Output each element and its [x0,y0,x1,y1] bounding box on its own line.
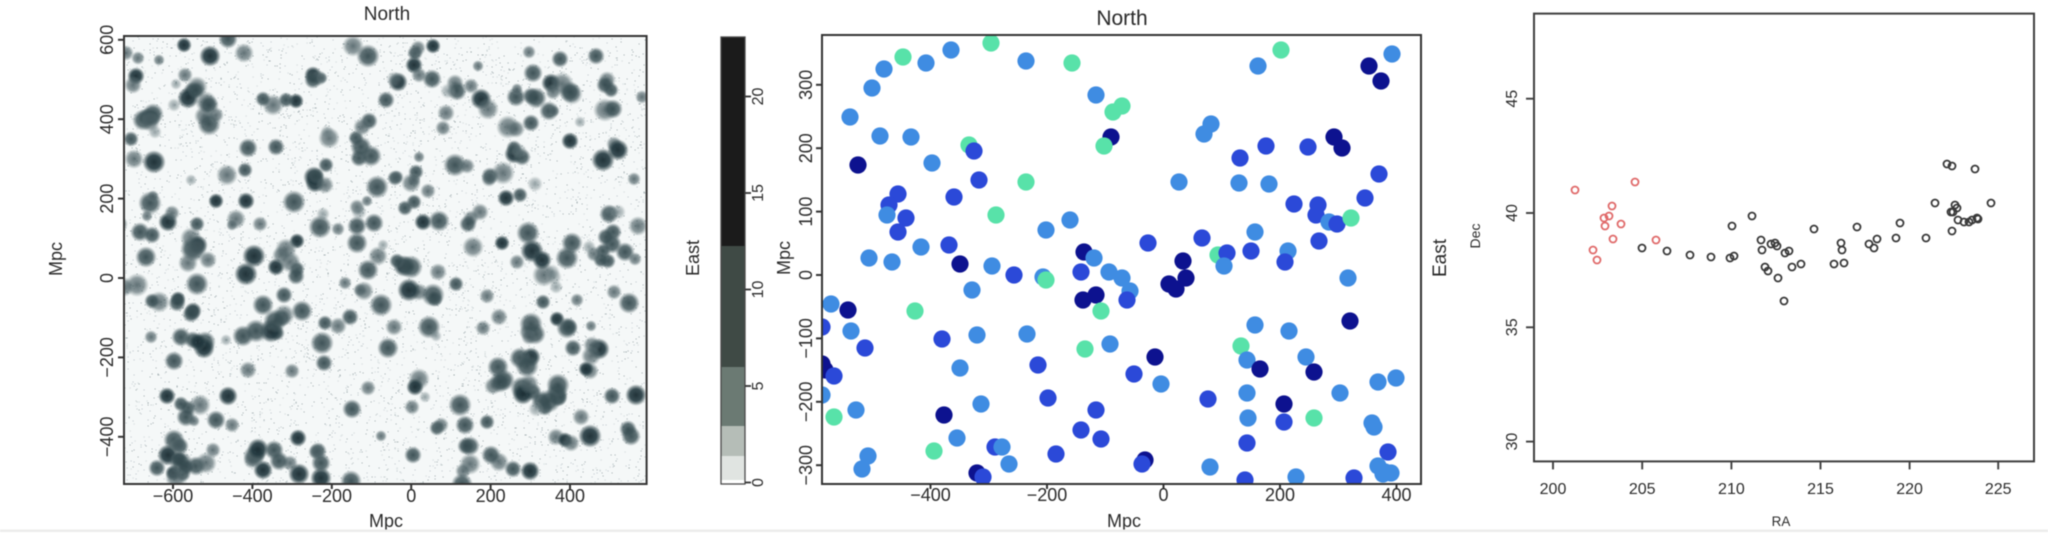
svg-text:400: 400 [97,104,117,134]
svg-text:−400: −400 [97,417,117,458]
svg-text:200: 200 [97,184,117,214]
svg-text:Mpc: Mpc [1107,511,1141,531]
svg-text:0: 0 [796,270,816,280]
svg-text:210: 210 [1718,481,1745,498]
svg-text:40: 40 [1504,204,1521,222]
svg-text:220: 220 [1896,481,1923,498]
svg-text:45: 45 [1504,90,1521,108]
svg-text:−400: −400 [232,486,273,506]
svg-text:RA: RA [1772,514,1791,529]
svg-text:East: East [1430,238,1451,277]
svg-text:300: 300 [796,70,816,100]
svg-text:200: 200 [476,486,506,506]
svg-text:0: 0 [406,486,416,506]
svg-text:−400: −400 [910,485,951,505]
svg-text:10: 10 [750,281,767,299]
svg-text:205: 205 [1629,481,1656,498]
svg-text:−600: −600 [153,486,194,506]
svg-text:5: 5 [750,381,767,390]
svg-text:400: 400 [1381,485,1411,505]
svg-text:30: 30 [1504,433,1521,451]
svg-text:−200: −200 [796,382,816,423]
svg-text:600: 600 [97,25,117,55]
svg-text:−200: −200 [97,337,117,378]
svg-text:−300: −300 [796,445,816,486]
svg-text:North: North [364,4,410,25]
svg-text:400: 400 [555,486,585,506]
svg-text:North: North [1096,7,1147,30]
svg-text:215: 215 [1807,481,1834,498]
svg-text:200: 200 [796,133,816,163]
svg-text:−200: −200 [1027,485,1068,505]
svg-text:20: 20 [750,88,767,106]
svg-text:−200: −200 [312,486,353,506]
svg-text:Mpc: Mpc [774,241,794,275]
svg-text:0: 0 [750,478,767,487]
svg-text:200: 200 [1265,485,1295,505]
svg-text:Mpc: Mpc [46,242,66,276]
svg-text:225: 225 [1985,481,2012,498]
svg-text:−100: −100 [796,318,816,359]
svg-text:100: 100 [796,197,816,227]
svg-text:East: East [683,240,703,276]
svg-text:200: 200 [1540,481,1567,498]
svg-text:0: 0 [97,273,117,283]
svg-text:Dec: Dec [1467,224,1483,249]
svg-text:35: 35 [1504,318,1521,336]
svg-text:15: 15 [750,184,767,202]
svg-text:Mpc: Mpc [369,511,403,531]
svg-text:0: 0 [1158,485,1168,505]
